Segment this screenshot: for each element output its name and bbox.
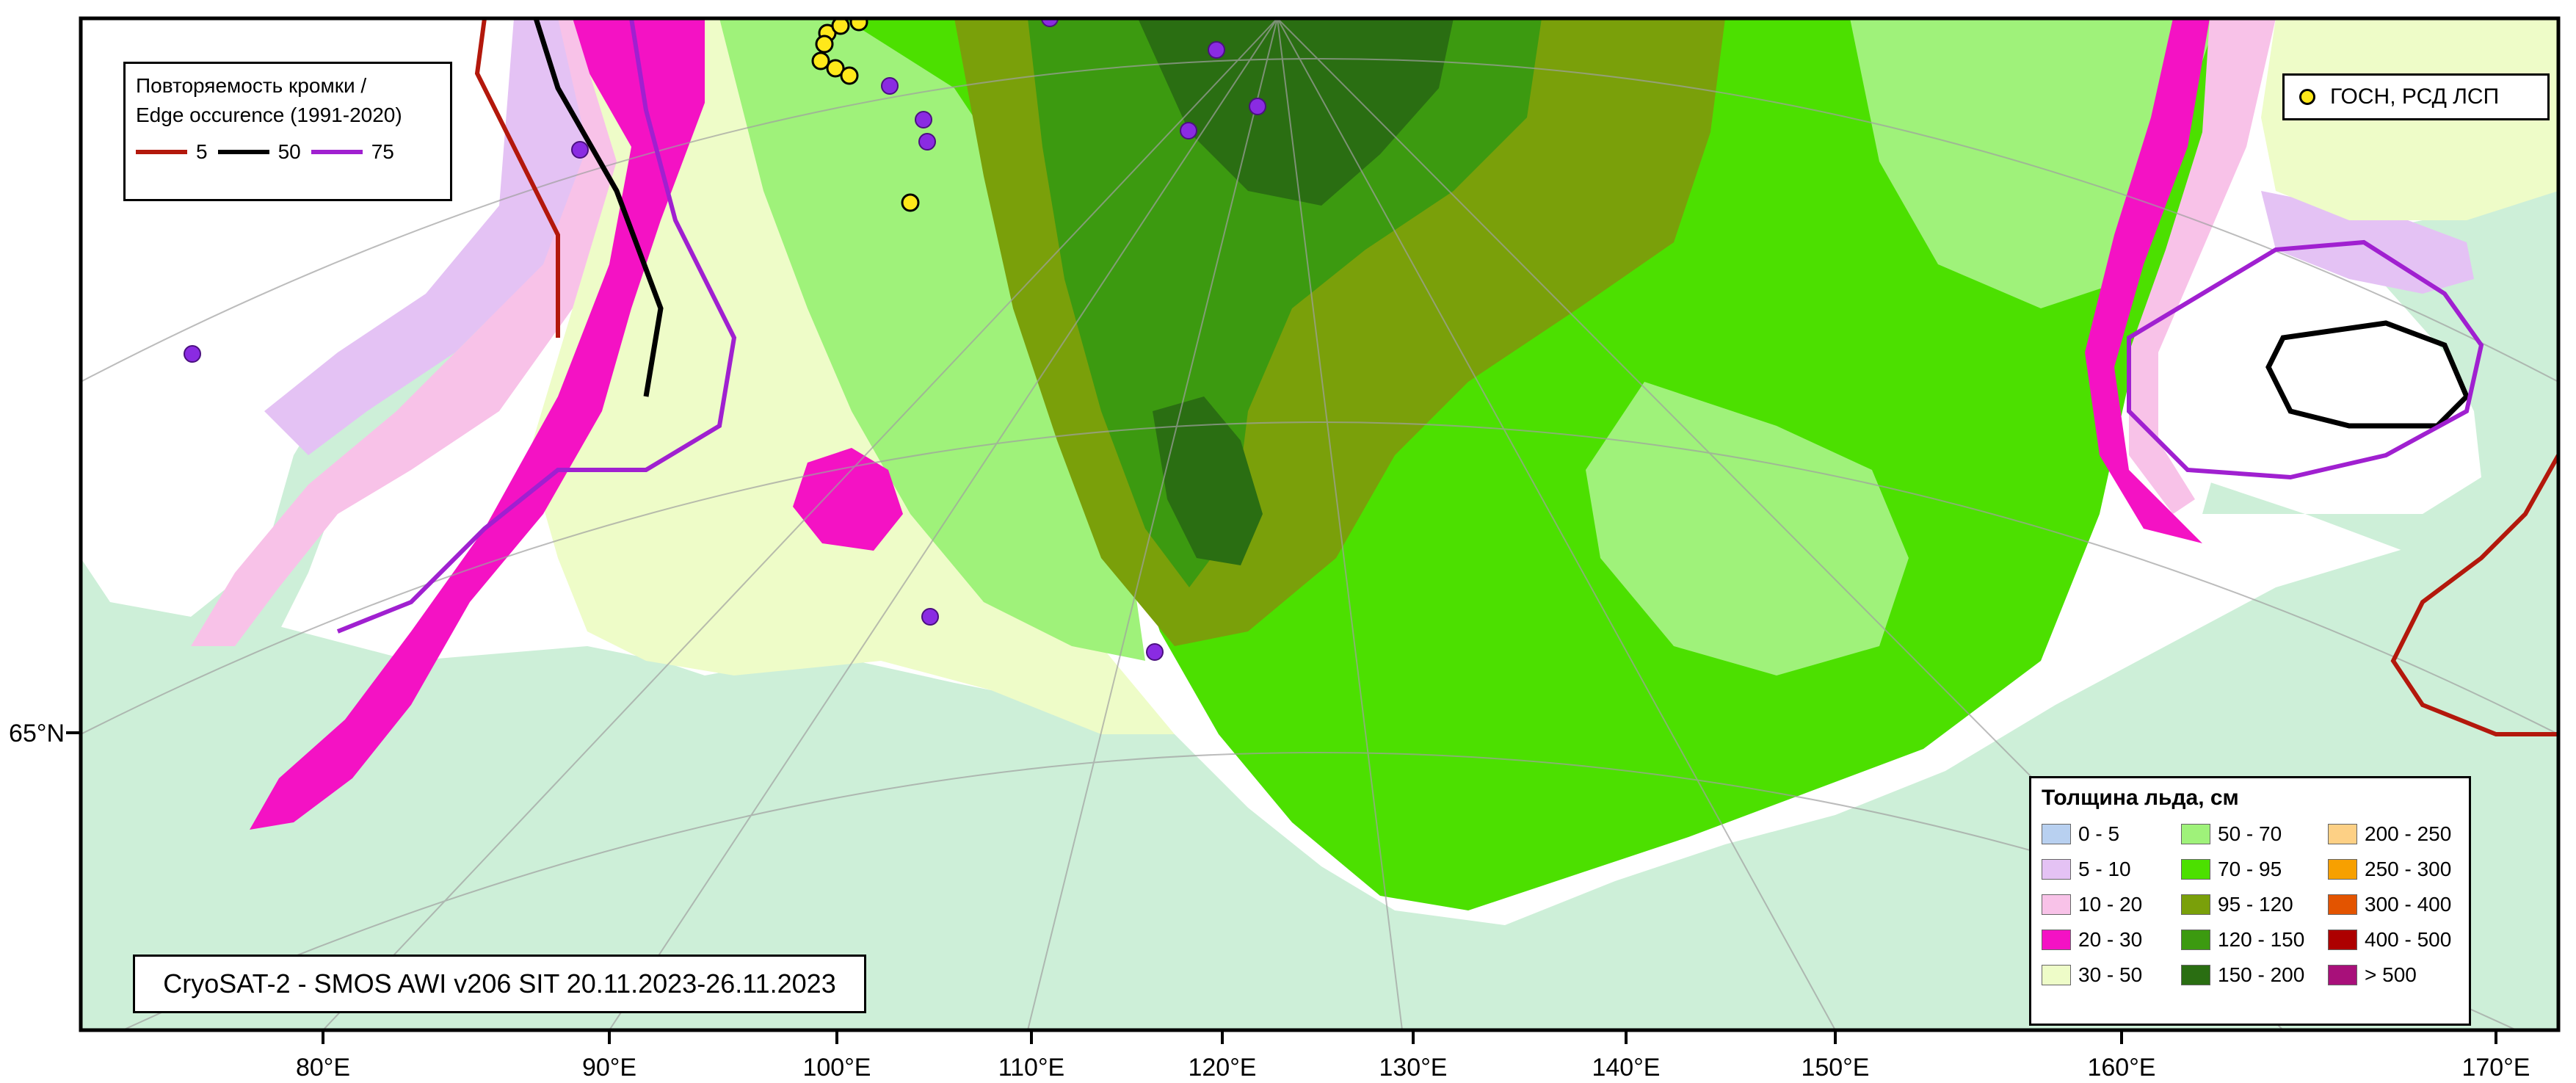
edge-line-50-swatch (217, 150, 269, 154)
lon-label-80: 80°E (296, 1054, 350, 1082)
stations-legend-label: ГОСН, РСД ЛСП (2330, 84, 2500, 109)
ice-swatch (2181, 930, 2210, 950)
ice-swatch (2328, 894, 2357, 915)
edge-line-5-label: 5 (196, 140, 208, 163)
ice-swatch (2042, 824, 2071, 844)
ice-swatch (2181, 824, 2210, 844)
map-frame (79, 16, 2561, 1032)
ice-swatch (2181, 894, 2210, 915)
ice-class-200-250: 200 - 250 (2328, 819, 2467, 849)
ice-swatch (2328, 824, 2357, 844)
edge-legend-title-en: Edge occurence (1991-2020) (136, 104, 402, 126)
ice-class-label: 10 - 20 (2078, 893, 2143, 916)
ice-class-label: 50 - 70 (2218, 822, 2282, 845)
edge-occurrence-legend: Повторяемость кромки / Edge occurence (1… (123, 62, 452, 201)
lon-label-100: 100°E (802, 1054, 871, 1082)
ice-class-label: > 500 (2365, 963, 2417, 986)
ice-class-label: 0 - 5 (2078, 822, 2120, 845)
ice-class-70-95: 70 - 95 (2181, 855, 2328, 884)
bering-open-water (2129, 242, 2481, 514)
source-label-box: CryoSAT-2 - SMOS AWI v206 SIT 20.11.2023… (133, 955, 866, 1013)
source-label: CryoSAT-2 - SMOS AWI v206 SIT 20.11.2023… (163, 968, 836, 999)
ice-thickness-legend: Толщина льда, см 0 - 5 5 - 10 10 - 20 20… (2029, 776, 2471, 1026)
lon-label-150: 150°E (1801, 1054, 1869, 1082)
edge-legend-lines: 5 50 75 (136, 140, 440, 164)
ice-class-5-10: 5 - 10 (2042, 855, 2181, 884)
ice-class-label: 200 - 250 (2365, 822, 2452, 845)
ice-class-label: 300 - 400 (2365, 893, 2452, 916)
ice-zone-10-20-west (191, 18, 617, 646)
ice-class-250-300: 250 - 300 (2328, 855, 2467, 884)
ice-class-300-400: 300 - 400 (2328, 890, 2467, 919)
ice-zone-120-150 (1028, 18, 1542, 587)
ice-zone-150-200 (1138, 18, 1454, 206)
yellow-station-marker-icon (2299, 89, 2315, 105)
ice-class-label: 250 - 300 (2365, 858, 2452, 880)
edge-line-75-swatch (311, 150, 363, 154)
lon-label-110: 110°E (998, 1054, 1064, 1082)
edge-line-75-east (2127, 239, 2484, 480)
ice-zone-50-70-east (1586, 382, 1909, 675)
ice-class-150-200: 150 - 200 (2181, 960, 2328, 990)
ice-swatch (2042, 930, 2071, 950)
ice-class-400-500: 400 - 500 (2328, 925, 2467, 955)
lon-label-140: 140°E (1592, 1054, 1660, 1082)
ice-swatch (2328, 965, 2357, 985)
lon-label-90: 90°E (582, 1054, 636, 1082)
land-south (81, 514, 2558, 1030)
ice-zone-10-20-east (2129, 18, 2276, 514)
ice-swatch (2181, 965, 2210, 985)
lat-label-65: 65°N (9, 720, 65, 747)
edge-line-5-swatch (136, 150, 187, 154)
ice-zone-20-30-west (250, 18, 705, 830)
longitude-labels: 80°E 90°E 100°E 110°E 120°E 130°E 140°E … (296, 1054, 2530, 1082)
edge-legend-title-ru: Повторяемость кромки / (136, 74, 367, 97)
ice-zone-20-30-east (2085, 18, 2210, 543)
ice-class-120-150: 120 - 150 (2181, 925, 2328, 955)
ice-class-label: 400 - 500 (2365, 928, 2452, 951)
ice-swatch (2328, 859, 2357, 880)
edge-line-75-label: 75 (371, 140, 394, 163)
ice-swatch (2042, 894, 2071, 915)
ice-class-10-20: 10 - 20 (2042, 890, 2181, 919)
ice-zone-150-200-center (1153, 396, 1263, 565)
purple-stations (184, 18, 1266, 661)
ice-swatch (2042, 965, 2071, 985)
ice-class-label: 20 - 30 (2078, 928, 2143, 951)
ice-class-label: 5 - 10 (2078, 858, 2131, 880)
lon-label-170: 170°E (2461, 1054, 2530, 1082)
ice-swatch (2042, 859, 2071, 880)
stations-legend: ГОСН, РСД ЛСП (2282, 73, 2550, 120)
ice-swatch (2181, 859, 2210, 880)
ice-class-label: 70 - 95 (2218, 858, 2282, 880)
axis-ticks (66, 731, 2497, 1044)
edge-line-5-east (2390, 454, 2558, 736)
ice-class-20-30: 20 - 30 (2042, 925, 2181, 955)
goss-stations (811, 18, 920, 212)
lon-label-120: 120°E (1188, 1054, 1256, 1082)
ice-legend-grid: 0 - 5 5 - 10 10 - 20 20 - 30 30 - 50 50 … (2042, 819, 2459, 990)
ice-class-label: 95 - 120 (2218, 893, 2293, 916)
ice-class-50-70: 50 - 70 (2181, 819, 2328, 849)
graticule (81, 18, 2558, 1030)
ice-class-95-120: 95 - 120 (2181, 890, 2328, 919)
edge-line-75-west (336, 18, 737, 634)
lon-label-130: 130°E (1379, 1054, 1447, 1082)
ice-class-label: 120 - 150 (2218, 928, 2305, 951)
ice-class-30-50: 30 - 50 (2042, 960, 2181, 990)
edge-line-50-west (533, 18, 664, 397)
ice-class-label: 30 - 50 (2078, 963, 2143, 986)
ice-swatch (2328, 930, 2357, 950)
edge-line-50-label: 50 (277, 140, 301, 163)
lon-label-160: 160°E (2087, 1054, 2155, 1082)
ice-class-label: 150 - 200 (2218, 963, 2305, 986)
ice-legend-title: Толщина льда, см (2042, 786, 2239, 810)
ice-class-0-5: 0 - 5 (2042, 819, 2181, 849)
ice-class-over-500: > 500 (2328, 960, 2467, 990)
edge-line-5-west (474, 18, 560, 338)
